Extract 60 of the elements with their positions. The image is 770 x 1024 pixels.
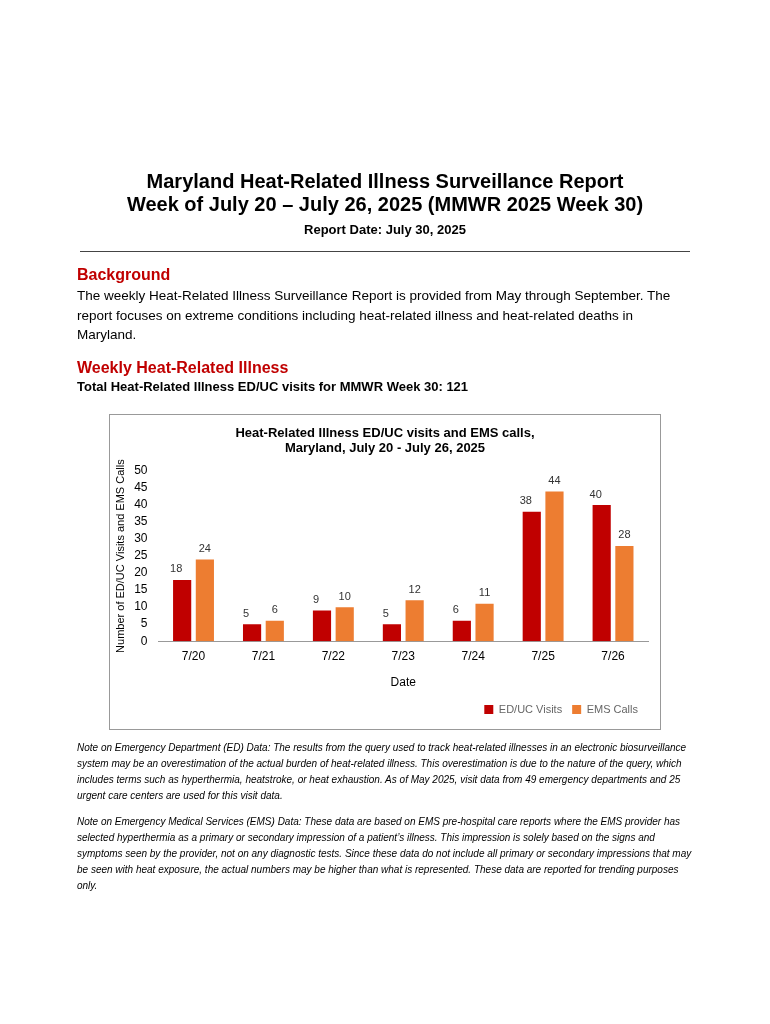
text: Week of July 20 – July 26, 2025 (MMWR 2025 Week 30) (125, 193, 645, 216)
y-tick-label: 40 (134, 497, 148, 512)
y-tick-label: 20 (134, 565, 148, 580)
text: Note on Emergency Department (ED) Data: The results from the query used to track heat-related illnesses in an electronic biosurveillance system may be an overestimation of the actual burden of heat-related illness. This overestimation is due to the nature of the query, which includes terms such as hyperthermia, heatstroke, or heat exhaustion. As of May 2025, visit data from 49 emergency departments and 25 urgent care centers are used for this visit data. (77, 740, 688, 803)
data-label: 40 (589, 487, 602, 500)
bar (545, 491, 564, 641)
data-label: 24 (198, 541, 211, 554)
y-tick-label: 0 (140, 633, 148, 648)
y-tick-label: 50 (134, 463, 148, 477)
bar (195, 559, 214, 641)
data-label: 6 (271, 602, 278, 615)
bar (452, 620, 471, 641)
text: Background (77, 266, 172, 284)
x-tick-label: 7/24 (461, 648, 486, 663)
text: Report Date: July 30, 2025 (80, 222, 690, 252)
bar (475, 603, 494, 641)
text: Weekly Heat-Related Illness (77, 358, 290, 377)
y-tick-label: 35 (134, 514, 148, 529)
bar (335, 606, 354, 641)
y-tick-label: 15 (134, 582, 148, 597)
text: Total Heat-Related Illness ED/UC visits for MMWR Week 30: 121 (77, 378, 470, 394)
bar (382, 623, 401, 641)
data-label: 18 (170, 562, 183, 575)
data-label: 44 (548, 473, 561, 486)
y-tick-label: 10 (134, 599, 148, 614)
bar (405, 600, 424, 641)
bar (592, 504, 611, 641)
text: Maryland Heat-Related Illness Surveillance Report (145, 170, 625, 193)
x-axis-title: Date (390, 674, 417, 689)
text: Note on Emergency Medical Services (EMS) Data: These data are based on EMS pre-hospital care reports where the EMS provider has selected hyperthermia as a primary or secondary impression of a patient’s illness. This impression is solely based on the signs and symptoms seen by the provider, not on any diagnostic tests. Since these data do not include all primary or secondary impressions that may be seen with heat exposure, the actual numbers may be higher than what is represented. These data are reported for trending purposes only. (77, 814, 693, 893)
y-tick-label: 5 (140, 616, 148, 631)
data-label: 6 (452, 602, 459, 615)
bar (173, 579, 192, 641)
data-label: 10 (338, 589, 351, 602)
data-label: 9 (312, 592, 320, 605)
y-tick-label: 25 (134, 548, 148, 563)
x-tick-label: 7/22 (321, 648, 346, 663)
legend-label: EMS Calls (586, 702, 639, 715)
data-label: 38 (519, 494, 532, 507)
x-tick-label: 7/25 (531, 648, 556, 663)
bar (522, 511, 541, 641)
bar (615, 545, 634, 641)
data-label: 5 (243, 606, 250, 619)
bar (265, 620, 284, 641)
text: The weekly Heat-Related Illness Surveillance Report is provided from May through September. The report focuses on extreme conditions including heat-related illness and heat-related deaths in Maryland. (77, 287, 672, 345)
x-tick-label: 7/23 (391, 648, 416, 663)
y-tick-label: 30 (134, 531, 148, 546)
data-label: 5 (382, 606, 389, 619)
bar (242, 623, 262, 641)
data-label: 28 (618, 528, 631, 541)
x-tick-label: 7/21 (251, 648, 276, 663)
x-tick-label: 7/20 (181, 648, 206, 663)
y-axis-title: Number of ED/UC Visits and EMS Calls (113, 458, 126, 653)
data-label: 12 (408, 582, 421, 595)
bar (312, 610, 332, 641)
chart-title: Heat-Related Illness ED/UC visits and EMS calls, Maryland, July 20 - July 26, 2025 (234, 424, 536, 455)
legend-label: ED/UC Visits (498, 702, 563, 715)
y-tick-label: 45 (134, 480, 148, 495)
x-tick-label: 7/26 (601, 648, 626, 663)
data-label: 11 (478, 585, 491, 598)
